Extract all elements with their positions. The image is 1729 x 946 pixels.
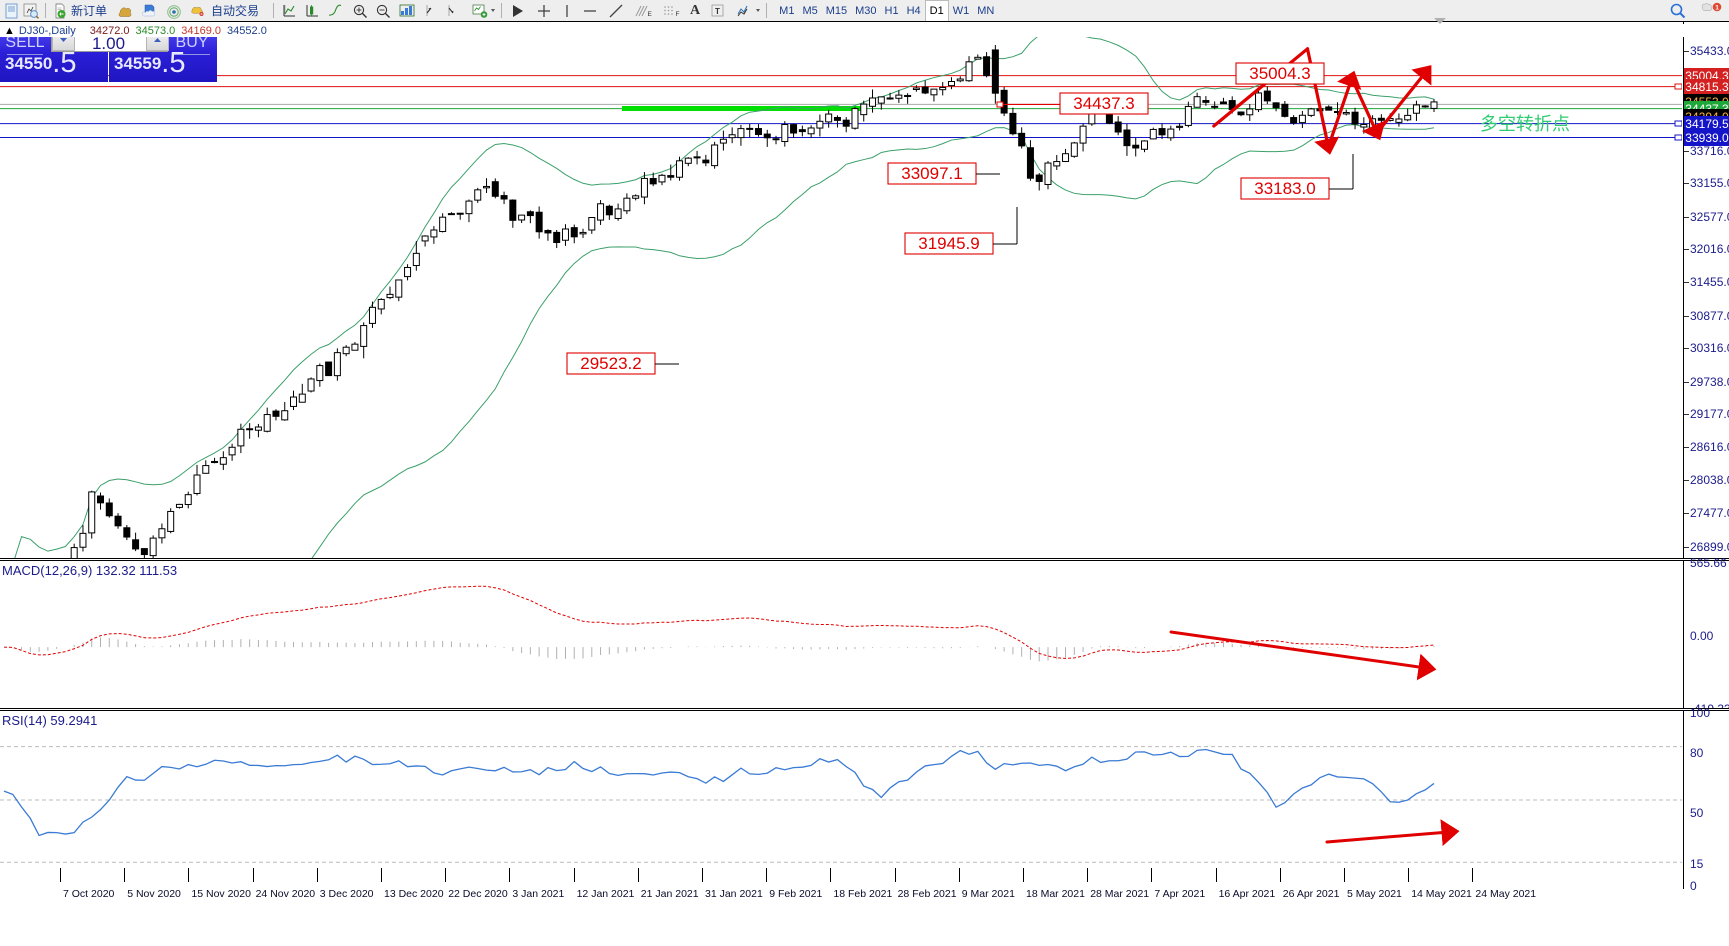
svg-text:29523.2: 29523.2 xyxy=(580,354,641,373)
svg-text:F: F xyxy=(676,11,680,18)
svg-text:T: T xyxy=(715,7,720,16)
svg-text:E: E xyxy=(648,11,653,18)
svg-text:33097.1: 33097.1 xyxy=(901,164,962,183)
svg-text:35004.3: 35004.3 xyxy=(1249,64,1310,83)
svg-text:33183.0: 33183.0 xyxy=(1254,179,1315,198)
svg-text:多空转折点: 多空转折点 xyxy=(1480,114,1570,134)
svg-text:31945.9: 31945.9 xyxy=(918,234,979,253)
svg-text:34437.3: 34437.3 xyxy=(1073,94,1134,113)
svg-text:1: 1 xyxy=(1715,4,1719,11)
